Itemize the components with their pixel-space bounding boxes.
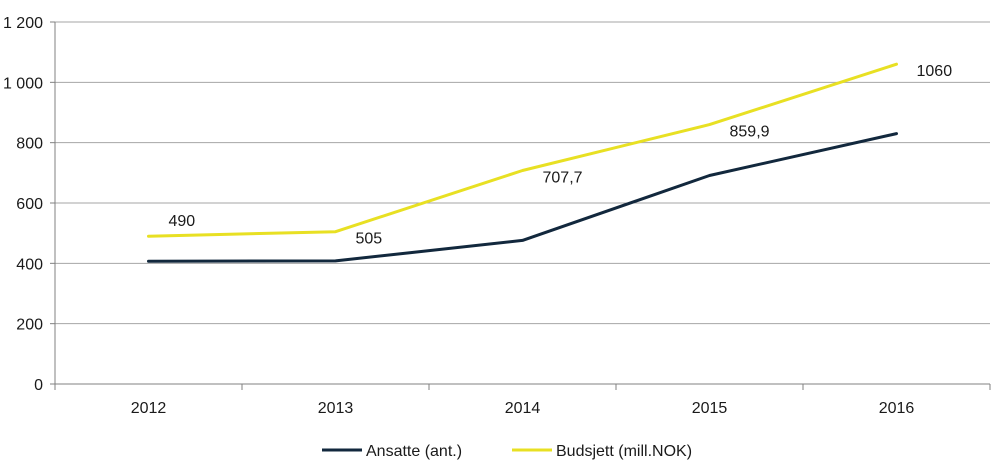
y-tick-label: 1 000 [3, 75, 43, 92]
x-tick-label: 2015 [692, 400, 728, 417]
data-label: 859,9 [730, 124, 770, 141]
gridlines [55, 21, 990, 325]
y-tick-label: 200 [16, 317, 43, 334]
series-line-0 [147, 132, 898, 263]
data-label: 707,7 [543, 170, 583, 187]
x-tick-label: 2016 [879, 400, 915, 417]
x-tick-label: 2014 [505, 400, 541, 417]
y-tick-label: 400 [16, 256, 43, 273]
data-label: 505 [356, 231, 383, 248]
data-label: 490 [169, 213, 196, 230]
legend-label-1: Budsjett (mill.NOK) [556, 443, 692, 460]
y-tick-label: 1 200 [3, 15, 43, 32]
series-line-1 [147, 62, 898, 238]
x-tick-label: 2012 [131, 400, 167, 417]
axes: 0 200 400 600 800 1 000 1 200 2012 2013 2014 2015 2… [3, 15, 991, 417]
y-tick-label: 600 [16, 196, 43, 213]
series-lines [147, 62, 898, 263]
data-label: 1060 [917, 63, 953, 80]
y-tick-label: 800 [16, 136, 43, 153]
legend-label-0: Ansatte (ant.) [366, 443, 462, 460]
legend: Ansatte (ant.) Budsjett (mill.NOK) [322, 443, 692, 460]
y-tick-label: 0 [34, 377, 43, 394]
data-labels: 490 505 707,7 859,9 1060 [169, 63, 953, 247]
x-tick-label: 2013 [318, 400, 354, 417]
